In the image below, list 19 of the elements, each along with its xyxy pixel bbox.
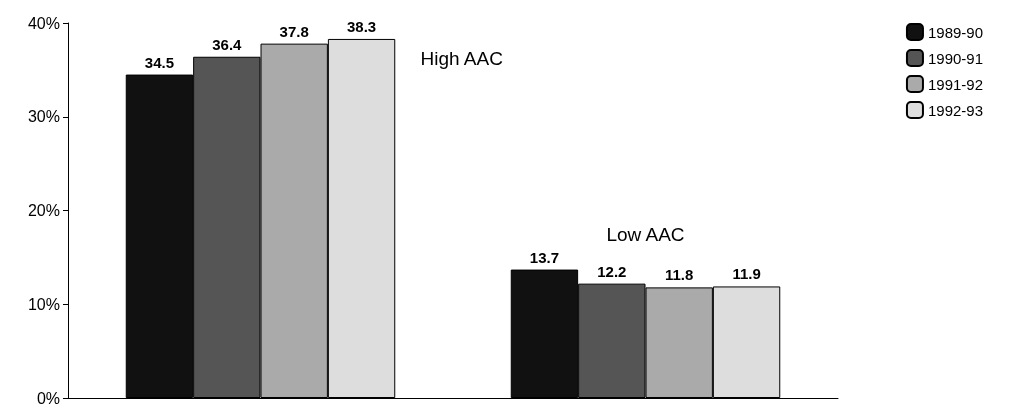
data-label: 37.8 [279, 22, 309, 40]
y-tick-label: 40% [27, 14, 60, 32]
data-label: 11.8 [665, 266, 694, 284]
legend-label: 1991-92 [927, 75, 984, 93]
annotation: Low AAC [606, 223, 685, 245]
y-tick-label: 0% [36, 389, 60, 407]
data-label: 36.4 [212, 35, 243, 53]
data-label: 11.9 [732, 265, 761, 283]
y-tick-label: 30% [27, 108, 60, 126]
legend-label: 1989-90 [927, 23, 984, 41]
data-label: 38.3 [346, 17, 377, 35]
y-tick-label: 10% [27, 295, 60, 313]
y-tick-label: 20% [27, 202, 60, 219]
data-label: 12.2 [597, 262, 627, 280]
annotation: High AAC [420, 47, 503, 69]
legend-label: 1992-93 [927, 101, 984, 119]
legend-label: 1990-91 [927, 49, 984, 67]
data-label: 13.7 [529, 248, 560, 266]
data-label: 34.5 [144, 53, 175, 71]
